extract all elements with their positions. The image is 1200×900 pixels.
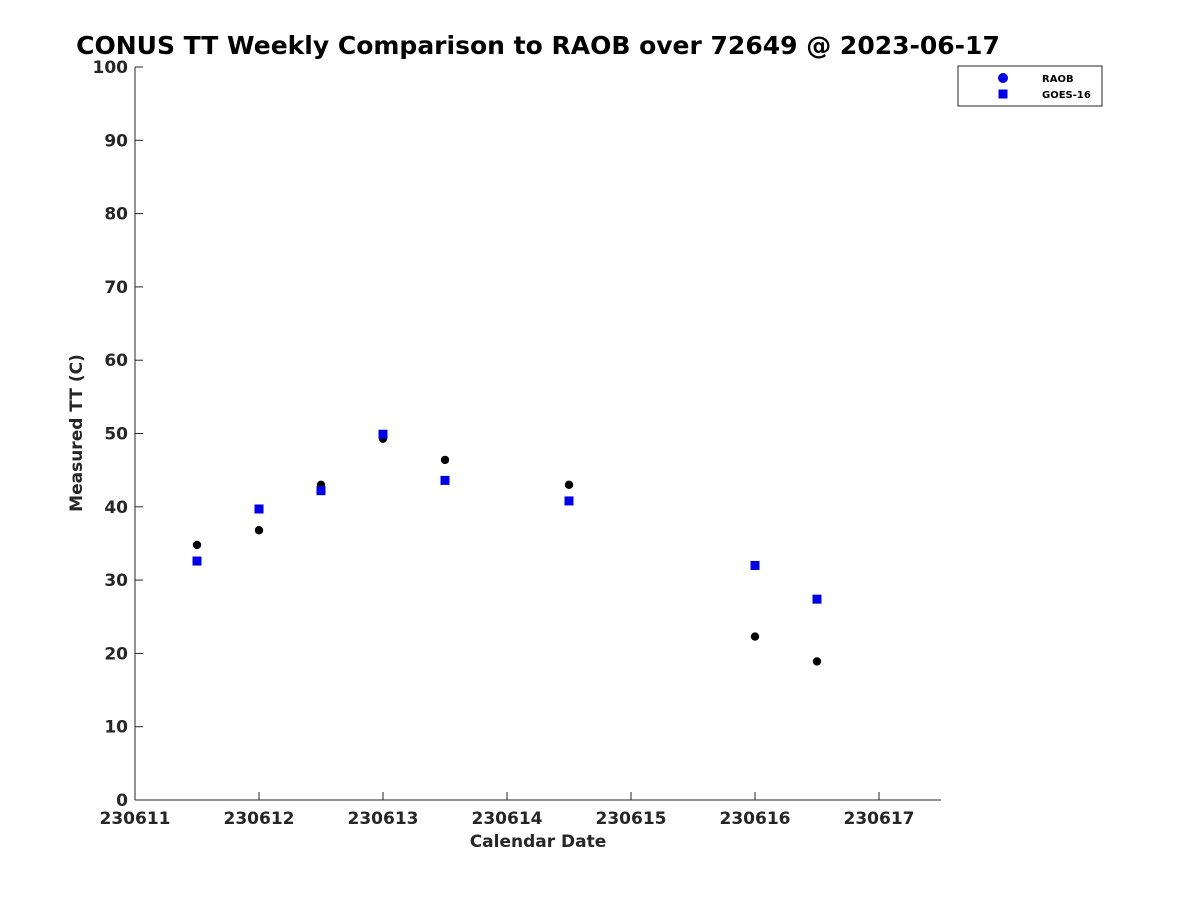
legend-label: RAOB [1042,74,1074,85]
y-tick-label: 60 [104,351,128,371]
data-point-circle [254,526,264,535]
y-tick-label: 40 [104,498,128,518]
data-point-square [750,560,760,570]
y-tick-label: 20 [104,644,128,664]
x-tick-label: 230616 [720,809,791,829]
data-point-circle [440,455,450,465]
x-tick-label: 230615 [596,809,667,829]
y-tick-label: 30 [104,571,128,591]
x-tick-label: 230617 [844,809,915,829]
x-tick-label: 230611 [100,809,171,829]
data-point-square [254,504,264,514]
y-tick-label: 50 [104,425,128,445]
y-tick-label: 80 [104,205,128,225]
series-goes-16 [192,429,822,604]
data-point-square [192,556,202,566]
x-tick-label: 230612 [224,809,295,829]
data-point-circle [564,480,574,490]
data-point-square [812,594,822,604]
data-point-circle [812,657,822,666]
y-tick-label: 90 [104,131,128,151]
legend-marker-circle [998,73,1008,83]
y-tick-label: 0 [116,791,128,811]
legend: RAOB GOES-16 [957,65,1103,107]
y-tick-label: 70 [104,278,128,298]
data-point-circle [192,540,202,550]
data-point-square [440,475,450,485]
series-raob [192,434,822,666]
plot-area: 230611 230612 230613 230614 230615 230616 2306… [93,58,941,829]
data-marks [192,429,822,666]
legend-label: GOES-16 [1042,90,1091,101]
legend-marker-square [998,89,1008,99]
data-point-square [564,496,574,506]
chart-title: CONUS TT Weekly Comparison to RAOB over … [76,31,1000,60]
y-tick-label: 100 [93,58,129,78]
data-point-square [316,486,326,496]
y-tick-label: 10 [104,718,128,738]
x-tick-label: 230614 [472,809,543,829]
y-axis-label: Measured TT (C) [67,354,87,512]
data-point-square [378,429,388,439]
x-axis-label: Calendar Date [470,832,607,852]
legend-box [957,65,1103,107]
data-point-circle [750,632,760,641]
x-tick-label: 230613 [348,809,419,829]
